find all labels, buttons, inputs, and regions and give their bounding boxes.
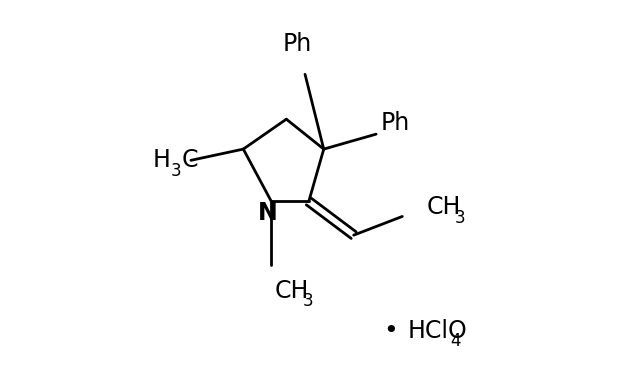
Text: N: N bbox=[258, 201, 278, 225]
Text: 3: 3 bbox=[303, 292, 314, 310]
Text: C: C bbox=[182, 148, 198, 172]
Text: 3: 3 bbox=[455, 209, 466, 227]
Text: CH: CH bbox=[427, 195, 461, 219]
Text: 4: 4 bbox=[450, 332, 460, 350]
Text: 3: 3 bbox=[171, 162, 182, 180]
Text: •: • bbox=[384, 319, 399, 343]
Text: CH: CH bbox=[275, 279, 310, 303]
Text: Ph: Ph bbox=[283, 32, 312, 56]
Text: Ph: Ph bbox=[380, 111, 410, 135]
Text: HClO: HClO bbox=[408, 319, 468, 343]
Text: H: H bbox=[152, 148, 170, 172]
